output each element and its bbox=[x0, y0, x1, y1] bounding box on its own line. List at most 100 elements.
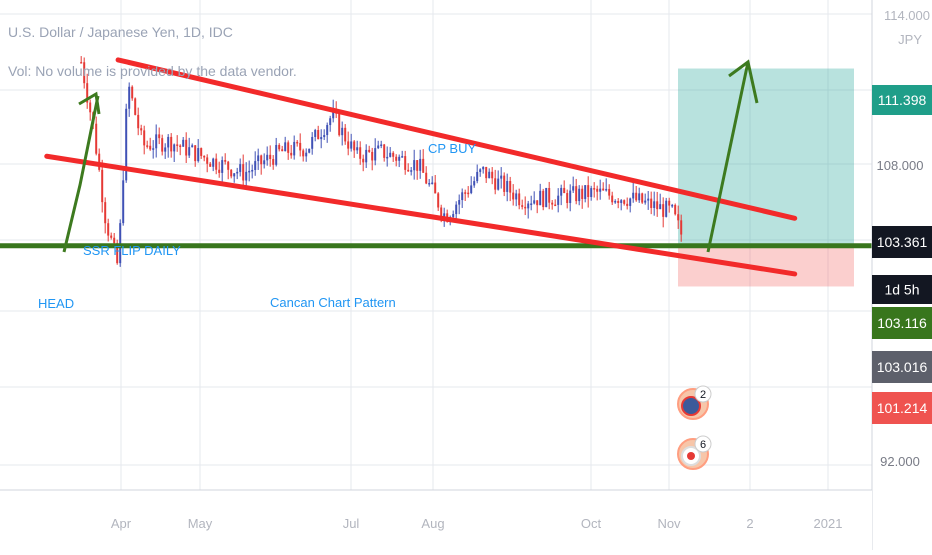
candle-body bbox=[194, 145, 197, 162]
candle-body bbox=[476, 171, 479, 182]
candle-body bbox=[470, 185, 473, 194]
candle-body bbox=[323, 135, 326, 138]
candle-body bbox=[512, 192, 515, 200]
candle-body bbox=[161, 138, 164, 152]
candle-body bbox=[263, 160, 266, 165]
candle-body bbox=[398, 156, 401, 161]
candle-body bbox=[329, 118, 332, 126]
candle-body bbox=[98, 153, 101, 170]
head-label: HEAD bbox=[38, 296, 74, 311]
candle-body bbox=[188, 147, 191, 156]
candle-body bbox=[500, 175, 503, 179]
candle-body bbox=[146, 145, 149, 147]
candle-body bbox=[608, 188, 611, 196]
candle-body bbox=[173, 144, 176, 152]
event-count-bubble bbox=[694, 435, 712, 453]
candle-body bbox=[557, 195, 560, 205]
event-count: 2 bbox=[700, 389, 706, 401]
candle-body bbox=[551, 202, 554, 205]
candle-body bbox=[677, 214, 680, 221]
candle-body bbox=[590, 188, 593, 198]
price-badge bbox=[872, 392, 932, 424]
candle-body bbox=[656, 201, 659, 210]
candle-body bbox=[113, 237, 116, 244]
candle-body bbox=[380, 144, 383, 146]
candle-body bbox=[515, 193, 518, 200]
candle-body bbox=[137, 114, 140, 129]
candle-body bbox=[245, 171, 248, 181]
candle-body bbox=[230, 169, 233, 177]
candle-body bbox=[527, 203, 530, 209]
candle-body bbox=[422, 158, 425, 173]
candle-body bbox=[116, 243, 119, 264]
candle-body bbox=[545, 187, 548, 208]
candle-body bbox=[587, 185, 590, 198]
candle-body bbox=[638, 193, 641, 201]
candle-body bbox=[107, 223, 110, 236]
time-tick-label: 2 bbox=[746, 516, 753, 531]
candle-body bbox=[176, 144, 179, 146]
candle-body bbox=[341, 127, 344, 136]
candle-body bbox=[539, 190, 542, 206]
candle-body bbox=[452, 214, 455, 218]
candle-body bbox=[152, 148, 155, 150]
candle-body bbox=[647, 198, 650, 201]
us-flag-icon bbox=[681, 396, 701, 416]
ssr-flip-label: SSR FLIP DAILY bbox=[83, 243, 181, 258]
candle-body bbox=[575, 186, 578, 202]
price-badge bbox=[872, 275, 932, 304]
candle-body bbox=[131, 86, 134, 99]
price-axis: 114.000 JPY 108.000 92.000 111.398 103.361 1d … bbox=[871, 0, 932, 550]
candle-body bbox=[548, 187, 551, 203]
candle-body bbox=[650, 198, 653, 208]
candle-body bbox=[233, 173, 236, 177]
candle-body bbox=[224, 160, 227, 162]
candle-body bbox=[254, 161, 257, 170]
price-badge bbox=[872, 85, 932, 115]
candle-body bbox=[644, 200, 647, 203]
candle-body bbox=[119, 223, 122, 264]
candle-body bbox=[503, 175, 506, 192]
candle-body bbox=[662, 204, 665, 217]
candle-body bbox=[179, 145, 182, 148]
candle-body bbox=[602, 188, 605, 191]
candle-body bbox=[128, 86, 131, 109]
candle-body bbox=[203, 155, 206, 158]
candle-body bbox=[236, 171, 239, 174]
candle-body bbox=[680, 220, 683, 235]
time-tick-label: Aug bbox=[421, 516, 444, 531]
candle-body bbox=[281, 149, 284, 152]
currency-label: JPY bbox=[898, 32, 922, 47]
candle-body bbox=[566, 193, 569, 204]
price-badge bbox=[872, 226, 932, 258]
candle-body bbox=[560, 187, 563, 196]
candle-body bbox=[104, 202, 107, 224]
candle-body bbox=[125, 108, 128, 181]
target-arrow bbox=[706, 61, 750, 253]
candle-body bbox=[521, 205, 524, 207]
time-tick-label: Oct bbox=[581, 516, 602, 531]
candle-body bbox=[635, 192, 638, 201]
candle-body bbox=[272, 158, 275, 165]
candle-body bbox=[83, 62, 86, 84]
candle-body bbox=[668, 200, 671, 206]
candle-body bbox=[665, 200, 668, 217]
candle-body bbox=[86, 83, 89, 103]
candle-body bbox=[311, 136, 314, 149]
time-tick-label: May bbox=[188, 516, 213, 531]
candle-body bbox=[419, 158, 422, 171]
candle-body bbox=[473, 181, 476, 186]
volume-note: Vol: No volume is provided by the data v… bbox=[8, 63, 297, 79]
candle-body bbox=[182, 139, 185, 147]
candle-body bbox=[593, 188, 596, 190]
time-tick-label: Jul bbox=[343, 516, 360, 531]
candle-body bbox=[347, 141, 350, 149]
price-badge-label: 103.361 bbox=[877, 234, 928, 250]
candle-body bbox=[488, 171, 491, 179]
candle-body bbox=[461, 192, 464, 201]
candle-body bbox=[353, 141, 356, 151]
target-zone bbox=[678, 68, 854, 246]
time-axis: Apr May Jul Aug Oct Nov 2 2021 bbox=[0, 489, 872, 550]
